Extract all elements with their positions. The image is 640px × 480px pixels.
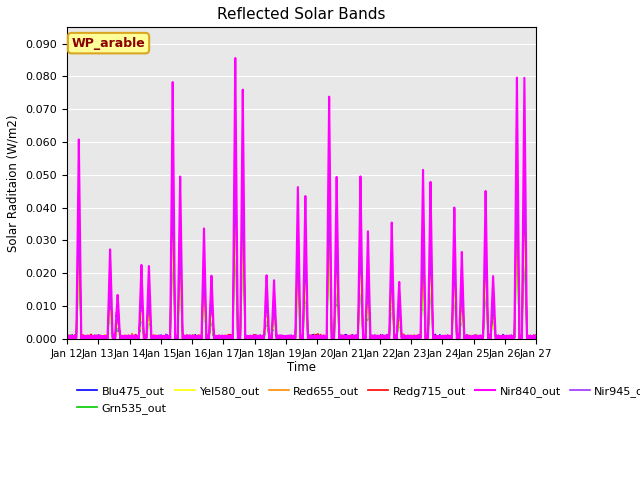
Red655_out [232,153,239,158]
Red655_out [380,335,388,340]
Nir945_out [406,334,414,339]
Line: Blu475_out: Blu475_out [67,184,536,339]
Nir840_out [287,336,294,342]
Yel580_out [232,223,239,229]
Red655_out [147,333,155,338]
Yel580_out [63,336,71,342]
Grn535_out [532,336,540,342]
Grn535_out [433,336,441,341]
Grn535_out [63,334,71,339]
Nir840_out [433,334,441,339]
Nir840_out [63,334,71,340]
Grn535_out [406,335,414,341]
Nir840_out [406,334,414,340]
Redg715_out [284,335,291,340]
Yel580_out [532,334,540,340]
Nir840_out [532,336,540,341]
Blu475_out [232,181,239,187]
Red655_out [532,333,540,339]
Nir840_out [284,334,291,340]
Title: Reflected Solar Bands: Reflected Solar Bands [218,7,386,22]
Nir945_out [532,336,540,342]
Line: Yel580_out: Yel580_out [67,226,536,339]
Y-axis label: Solar Raditaion (W/m2): Solar Raditaion (W/m2) [7,114,20,252]
Redg715_out [64,336,72,342]
Yel580_out [433,334,441,340]
Grn535_out [148,336,156,341]
Redg715_out [532,334,540,340]
Blu475_out [284,334,291,340]
Nir840_out [381,333,388,339]
Blu475_out [532,335,540,341]
Line: Grn535_out: Grn535_out [67,240,536,339]
Redg715_out [148,335,156,340]
Legend: Blu475_out, Grn535_out, Yel580_out, Red655_out, Redg715_out, Nir840_out, Nir945_: Blu475_out, Grn535_out, Yel580_out, Red6… [72,382,640,418]
Redg715_out [532,336,540,342]
Blu475_out [148,334,156,340]
Red655_out [532,336,540,341]
Line: Red655_out: Red655_out [67,156,536,339]
Nir840_out [232,55,239,61]
Grn535_out [64,336,72,342]
Blu475_out [406,336,414,342]
Blu475_out [63,336,71,342]
Red655_out [63,336,71,342]
Nir945_out [433,336,441,342]
Red655_out [406,335,414,341]
Nir945_out [63,336,71,342]
Nir945_out [284,333,291,339]
Yel580_out [532,336,540,342]
Line: Nir945_out: Nir945_out [67,169,536,339]
Nir945_out [147,333,155,339]
Redg715_out [406,334,414,340]
Redg715_out [232,154,239,159]
Grn535_out [532,336,540,342]
Nir945_out [380,336,388,341]
Yel580_out [284,336,291,342]
Yel580_out [381,336,388,342]
Blu475_out [532,335,540,341]
Yel580_out [406,334,414,340]
Redg715_out [381,335,388,341]
Text: WP_arable: WP_arable [72,36,145,49]
Blu475_out [381,336,388,341]
Red655_out [433,334,441,340]
Grn535_out [381,335,388,341]
Nir945_out [532,334,540,340]
Blu475_out [63,336,71,342]
Nir840_out [147,332,155,337]
Redg715_out [63,335,71,341]
Grn535_out [232,238,239,243]
Nir840_out [532,335,540,340]
Line: Nir840_out: Nir840_out [67,58,536,339]
Blu475_out [433,334,441,340]
Yel580_out [63,336,71,341]
Yel580_out [148,336,156,341]
X-axis label: Time: Time [287,361,316,374]
Grn535_out [284,335,291,341]
Redg715_out [433,335,441,340]
Line: Redg715_out: Redg715_out [67,156,536,339]
Nir945_out [232,167,239,172]
Red655_out [284,336,291,342]
